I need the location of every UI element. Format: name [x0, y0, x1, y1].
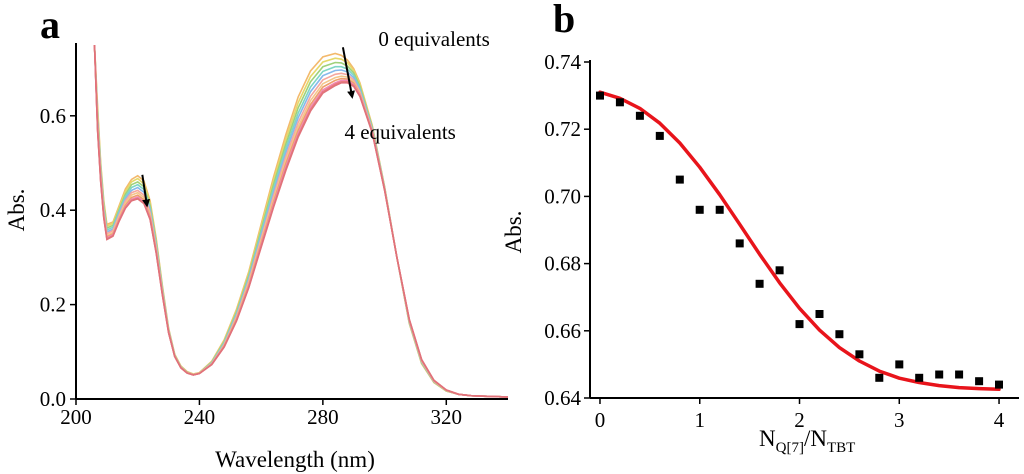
panel-b-data-point	[855, 350, 864, 359]
panel-b-data-point	[835, 330, 844, 339]
panel-a-x-tick-label: 280	[307, 405, 339, 429]
panel-b-x-tick-label: 4	[994, 408, 1005, 432]
panel-b-data-point	[635, 111, 644, 120]
panel-b-data-point	[955, 370, 964, 379]
panel-a-y-tick-label: 0.4	[40, 198, 67, 222]
spectrum-line-2	[93, 45, 508, 398]
panel-b-data-point	[596, 91, 604, 100]
panel-b-data-point	[895, 360, 904, 369]
panel-b-data-point	[875, 373, 884, 382]
panel-a-axes: 200 240 280 320 0.0 0.2 0.4 0.6	[40, 43, 508, 429]
spectrum-line-11	[93, 45, 508, 398]
panel-b-data-point	[915, 373, 924, 382]
panel-a-x-tick-label: 200	[60, 405, 92, 429]
panel-b-x-tick-label: 2	[794, 408, 805, 432]
panel-a-x-tick-label: 320	[431, 405, 463, 429]
panel-b-y-tick-label: 0.64	[544, 386, 581, 410]
panel-a-letter: a	[40, 2, 60, 47]
panel-b-x-tick-label: 3	[894, 408, 905, 432]
panel-b-data-point	[975, 377, 984, 386]
panel-b-data-point	[695, 205, 704, 214]
panel-a-x-axis-title: Wavelength (nm)	[215, 447, 375, 472]
panel-a-arrow-2	[341, 47, 356, 99]
panel-b-data-point	[655, 131, 664, 140]
panel-b-data-point	[815, 310, 824, 318]
panel-a-annotation-1: 0 equivalents	[378, 27, 489, 51]
panel-b-data-point	[795, 320, 804, 329]
panel-b-axes: 0 1 2 3 4 0.64 0.66 0.68 0.70 0.72 0.74	[544, 50, 1019, 432]
panel-b-points	[596, 91, 1003, 389]
panel-b-y-tick-label: 0.66	[544, 319, 581, 343]
panel-b-data-point	[775, 266, 784, 275]
panel-b-fit	[598, 90, 1001, 392]
panel-b-x-tick-label: 1	[694, 408, 705, 432]
panel-b-data-point	[935, 370, 944, 379]
panel-a-annotation-2: 4 equivalents	[344, 120, 455, 144]
panel-b-data-point	[675, 175, 684, 184]
panel-b-y-tick-label: 0.70	[544, 184, 581, 208]
panel-a-y-tick-label: 0.0	[40, 387, 66, 411]
panel-a-arrow-1	[141, 174, 151, 208]
panel-b-data-point	[755, 279, 764, 288]
panel-b-data-point	[715, 205, 724, 214]
panel-a-y-tick-label: 0.2	[40, 293, 66, 317]
panel-a-spectra	[93, 45, 508, 398]
panel-b-fit-curve	[598, 90, 1001, 392]
panel-a-annotations: 0 equivalents 4 equivalents	[141, 27, 490, 208]
panel-b: b 0 1 2 3 4 0.64 0.66 0.68 0.70 0.72 0.74 NQ[7]/NT…	[501, 0, 1019, 456]
panel-a: a 200 240 280 320 0.0 0.2 0.4 0.6 Wavelength (n…	[4, 2, 508, 472]
panel-b-y-axis-title: Abs.	[501, 211, 526, 254]
panel-b-data-point	[995, 380, 1003, 389]
panel-a-y-axis-title: Abs.	[4, 189, 29, 232]
panel-b-data-point	[615, 98, 624, 107]
panel-b-x-tick-label: 0	[595, 408, 606, 432]
panel-b-y-tick-label: 0.68	[544, 252, 581, 276]
panel-a-x-tick-label: 240	[184, 405, 216, 429]
panel-b-x-axis-title: NQ[7]/NTBT	[759, 426, 855, 456]
panel-b-y-tick-label: 0.74	[544, 50, 581, 74]
panel-b-letter: b	[553, 0, 575, 41]
panel-b-y-tick-label: 0.72	[544, 117, 581, 141]
panel-a-y-tick-label: 0.6	[40, 104, 66, 128]
panel-b-data-point	[735, 239, 744, 248]
